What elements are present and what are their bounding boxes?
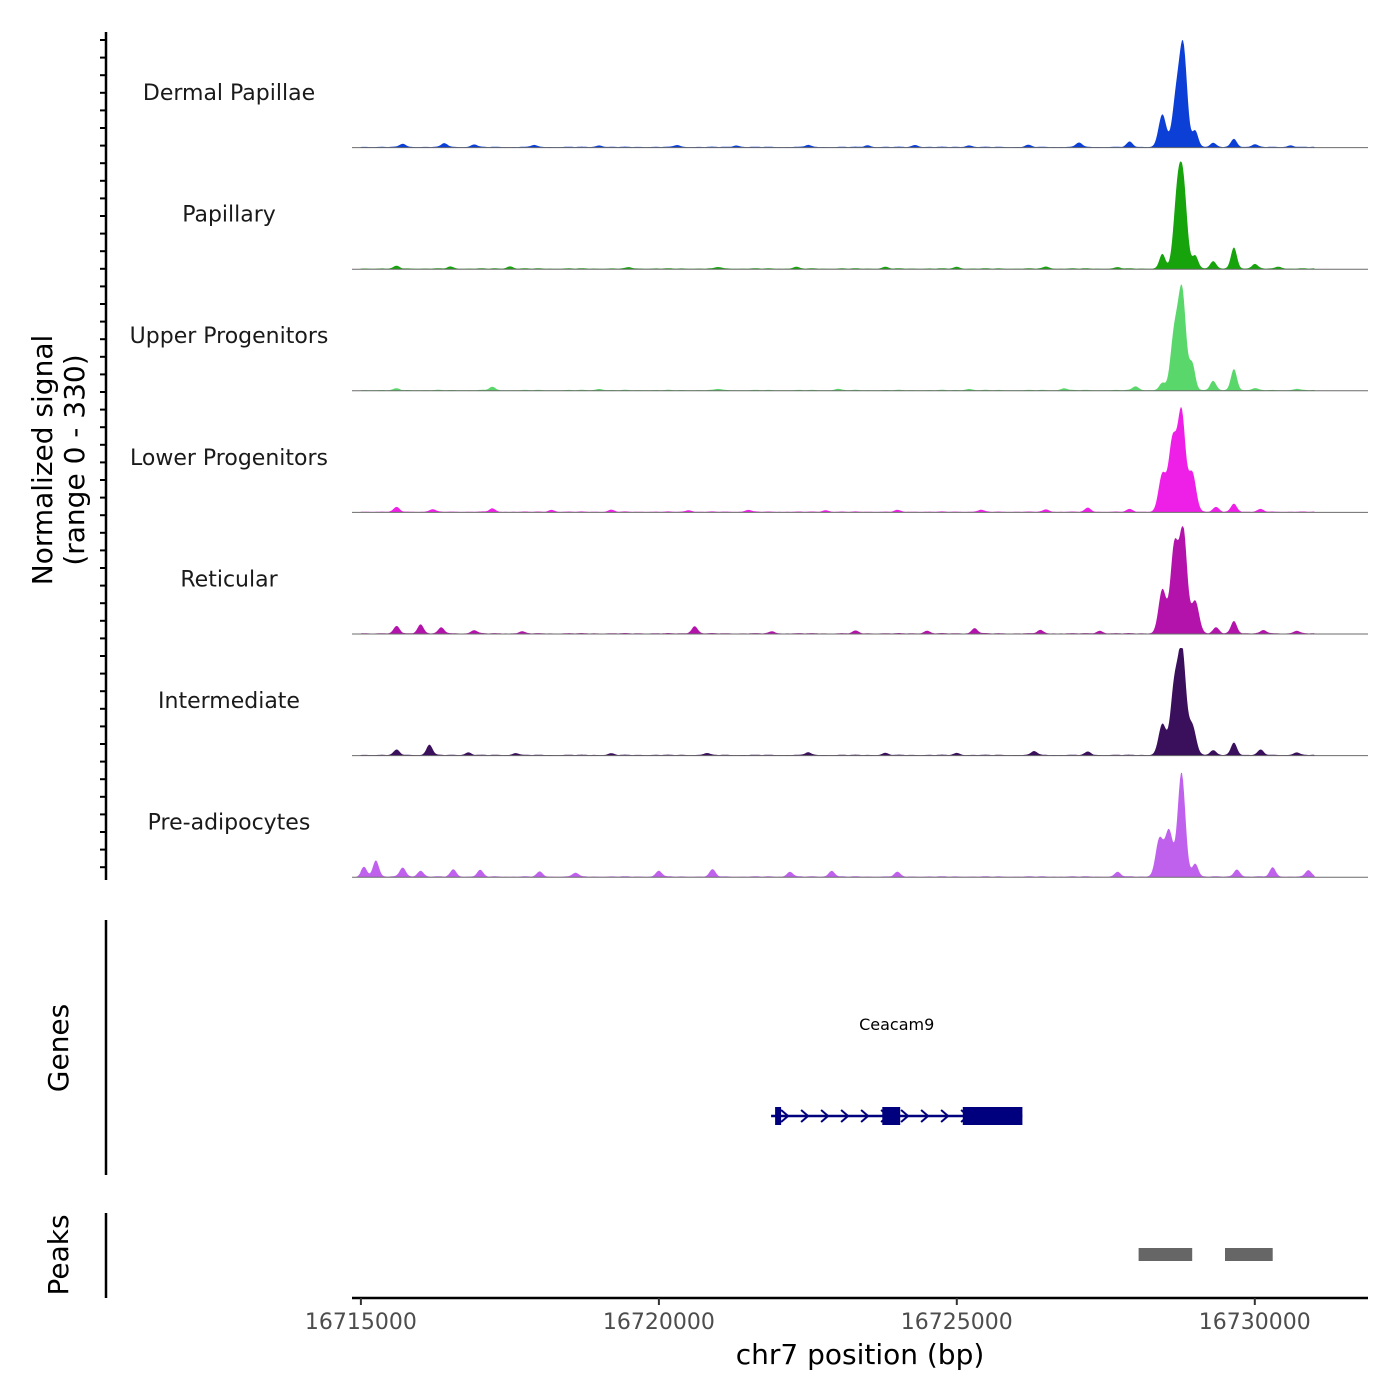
strand-arrow	[860, 1109, 870, 1123]
peak-region	[1225, 1248, 1273, 1261]
coverage-track: Reticular	[180, 526, 1368, 635]
genes-title: Genes	[42, 1004, 75, 1092]
track-label: Pre-adipocytes	[148, 811, 311, 836]
peaks-panel: Peaks	[42, 1213, 1273, 1298]
x-tick-label: 16730000	[1199, 1310, 1311, 1335]
coverage-track: Dermal Papillae	[143, 40, 1368, 149]
strand-arrow	[820, 1109, 830, 1123]
x-tick-label: 16715000	[305, 1310, 417, 1335]
gene-model: Ceacam9	[771, 1015, 1023, 1125]
coverage-area	[352, 648, 1368, 756]
track-label: Upper Progenitors	[130, 324, 329, 349]
y-axis-range: (range 0 - 330)	[58, 354, 91, 565]
gene-exon	[882, 1107, 901, 1125]
strand-arrow	[840, 1109, 850, 1123]
gene-exon	[962, 1107, 1023, 1125]
x-axis: 16715000 16720000 16725000 16730000 chr7 po…	[305, 1296, 1368, 1371]
strand-arrow	[780, 1109, 790, 1123]
peak-regions	[1138, 1248, 1273, 1261]
strand-arrow	[800, 1109, 810, 1123]
peak-region	[1138, 1248, 1193, 1261]
signal-axis-ticks	[100, 39, 106, 869]
peaks-title: Peaks	[42, 1214, 75, 1295]
coverage-area	[352, 406, 1368, 513]
y-axis: Normalized signal (range 0 - 330)	[26, 32, 108, 880]
gene-exon	[775, 1107, 782, 1125]
genes-panel: Genes Ceacam9	[42, 920, 1023, 1175]
strand-arrow	[920, 1109, 930, 1123]
track-label: Reticular	[180, 567, 278, 592]
track-label: Papillary	[182, 203, 276, 228]
y-axis-title: Normalized signal	[26, 335, 59, 586]
coverage-tracks: Dermal Papillae Papillary Upper Progenitor…	[130, 40, 1368, 878]
track-label: Lower Progenitors	[130, 446, 328, 471]
coverage-area	[352, 526, 1368, 634]
x-tick-label: 16725000	[901, 1310, 1013, 1335]
gene-name: Ceacam9	[859, 1015, 934, 1034]
track-label: Dermal Papillae	[143, 81, 315, 106]
gene-models: Ceacam9	[771, 1015, 1023, 1125]
coverage-area	[352, 772, 1368, 878]
coverage-area	[352, 40, 1368, 148]
coverage-track: Intermediate	[158, 648, 1368, 757]
strand-arrow	[900, 1109, 910, 1123]
x-tick-label: 16720000	[603, 1310, 715, 1335]
coverage-area	[352, 284, 1368, 391]
strand-arrow	[940, 1109, 950, 1123]
coverage-track: Pre-adipocytes	[148, 772, 1368, 878]
coverage-track: Papillary	[182, 161, 1368, 270]
coverage-area	[352, 161, 1368, 270]
coverage-track: Upper Progenitors	[130, 284, 1368, 392]
coverage-track: Lower Progenitors	[130, 406, 1368, 513]
x-axis-title: chr7 position (bp)	[736, 1338, 985, 1371]
track-label: Intermediate	[158, 689, 300, 714]
x-axis-ticks: 16715000 16720000 16725000 16730000	[305, 1298, 1311, 1335]
